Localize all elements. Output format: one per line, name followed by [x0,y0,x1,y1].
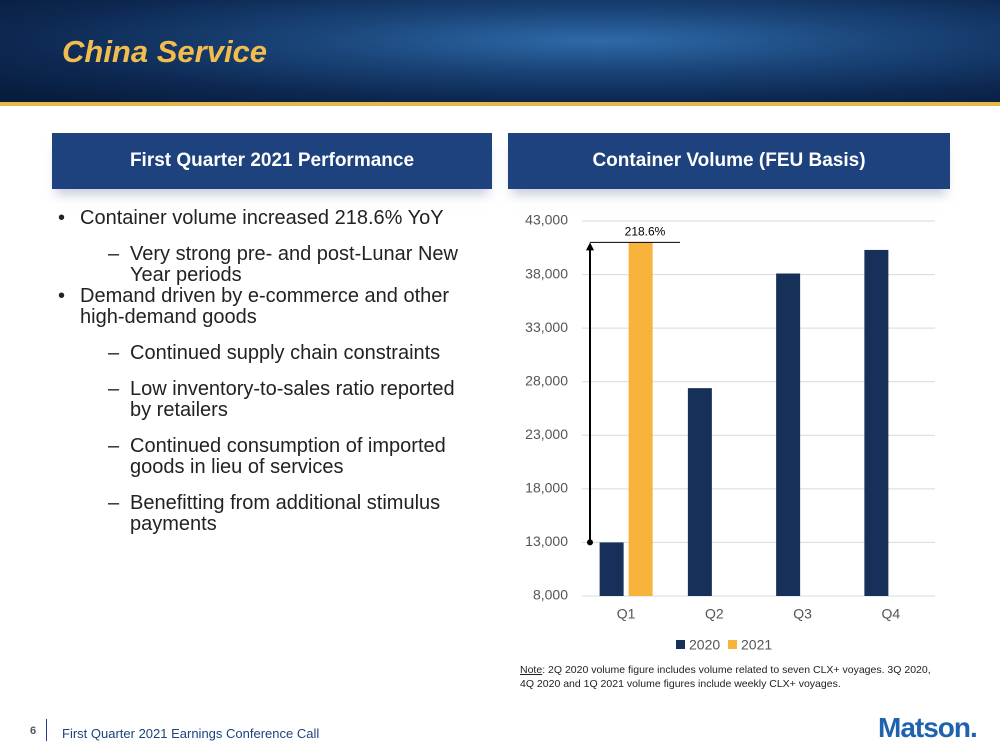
banner-rule [0,102,1000,106]
bullet: Demand driven by e-commerce and other hi… [58,286,478,328]
footer-text: First Quarter 2021 Earnings Conference C… [62,726,320,741]
note-label: Note [520,664,543,676]
panel-heading: First Quarter 2021 Performance [52,133,492,189]
chart-note: Note: 2Q 2020 volume figure includes vol… [520,663,940,691]
y-tick-label: 33,000 [525,319,568,335]
x-tick-label: Q3 [793,606,812,622]
chart-title: Container Volume (FEU Basis) [508,133,950,189]
y-tick-label: 18,000 [525,480,568,496]
bar [776,273,801,596]
legend-label: 2021 [741,637,772,653]
y-tick-label: 13,000 [525,533,568,549]
bullet: Container volume increased 218.6% YoY [58,208,478,230]
legend-label: 2020 [689,637,720,653]
y-tick-label: 28,000 [525,372,568,388]
annotation-arrow [586,242,594,251]
x-tick-label: Q1 [617,606,636,622]
annotation-dot [587,539,593,546]
bar [599,542,624,596]
legend-swatch [728,640,737,649]
bar [628,242,653,596]
x-tick-label: Q2 [705,606,724,622]
sub-bullet: Benefitting from additional stimulus pay… [58,493,478,535]
legend-swatch [676,640,685,649]
y-tick-label: 43,000 [525,212,568,228]
bar [864,249,889,596]
y-tick-label: 8,000 [533,587,568,603]
bar [687,388,712,596]
logo: Matson. [878,712,978,743]
sub-bullet: Continued consumption of imported goods … [58,436,478,478]
x-tick-label: Q4 [882,606,901,622]
slide-title: China Service [62,34,268,69]
bullet-list: Container volume increased 218.6% YoY Ver… [58,208,478,535]
note-text: : 2Q 2020 volume figure includes volume … [520,664,931,690]
annotation-label: 218.6% [625,225,666,239]
sub-bullet: Very strong pre- and post-Lunar New Year… [58,244,478,286]
sub-bullet: Low inventory-to-sales ratio reported by… [58,379,478,421]
banner [0,0,1000,102]
footer-separator [46,719,47,741]
sub-bullet: Continued supply chain constraints [58,343,478,365]
y-tick-label: 23,000 [525,426,568,442]
y-tick-label: 38,000 [525,265,568,281]
page-number: 6 [30,725,37,737]
